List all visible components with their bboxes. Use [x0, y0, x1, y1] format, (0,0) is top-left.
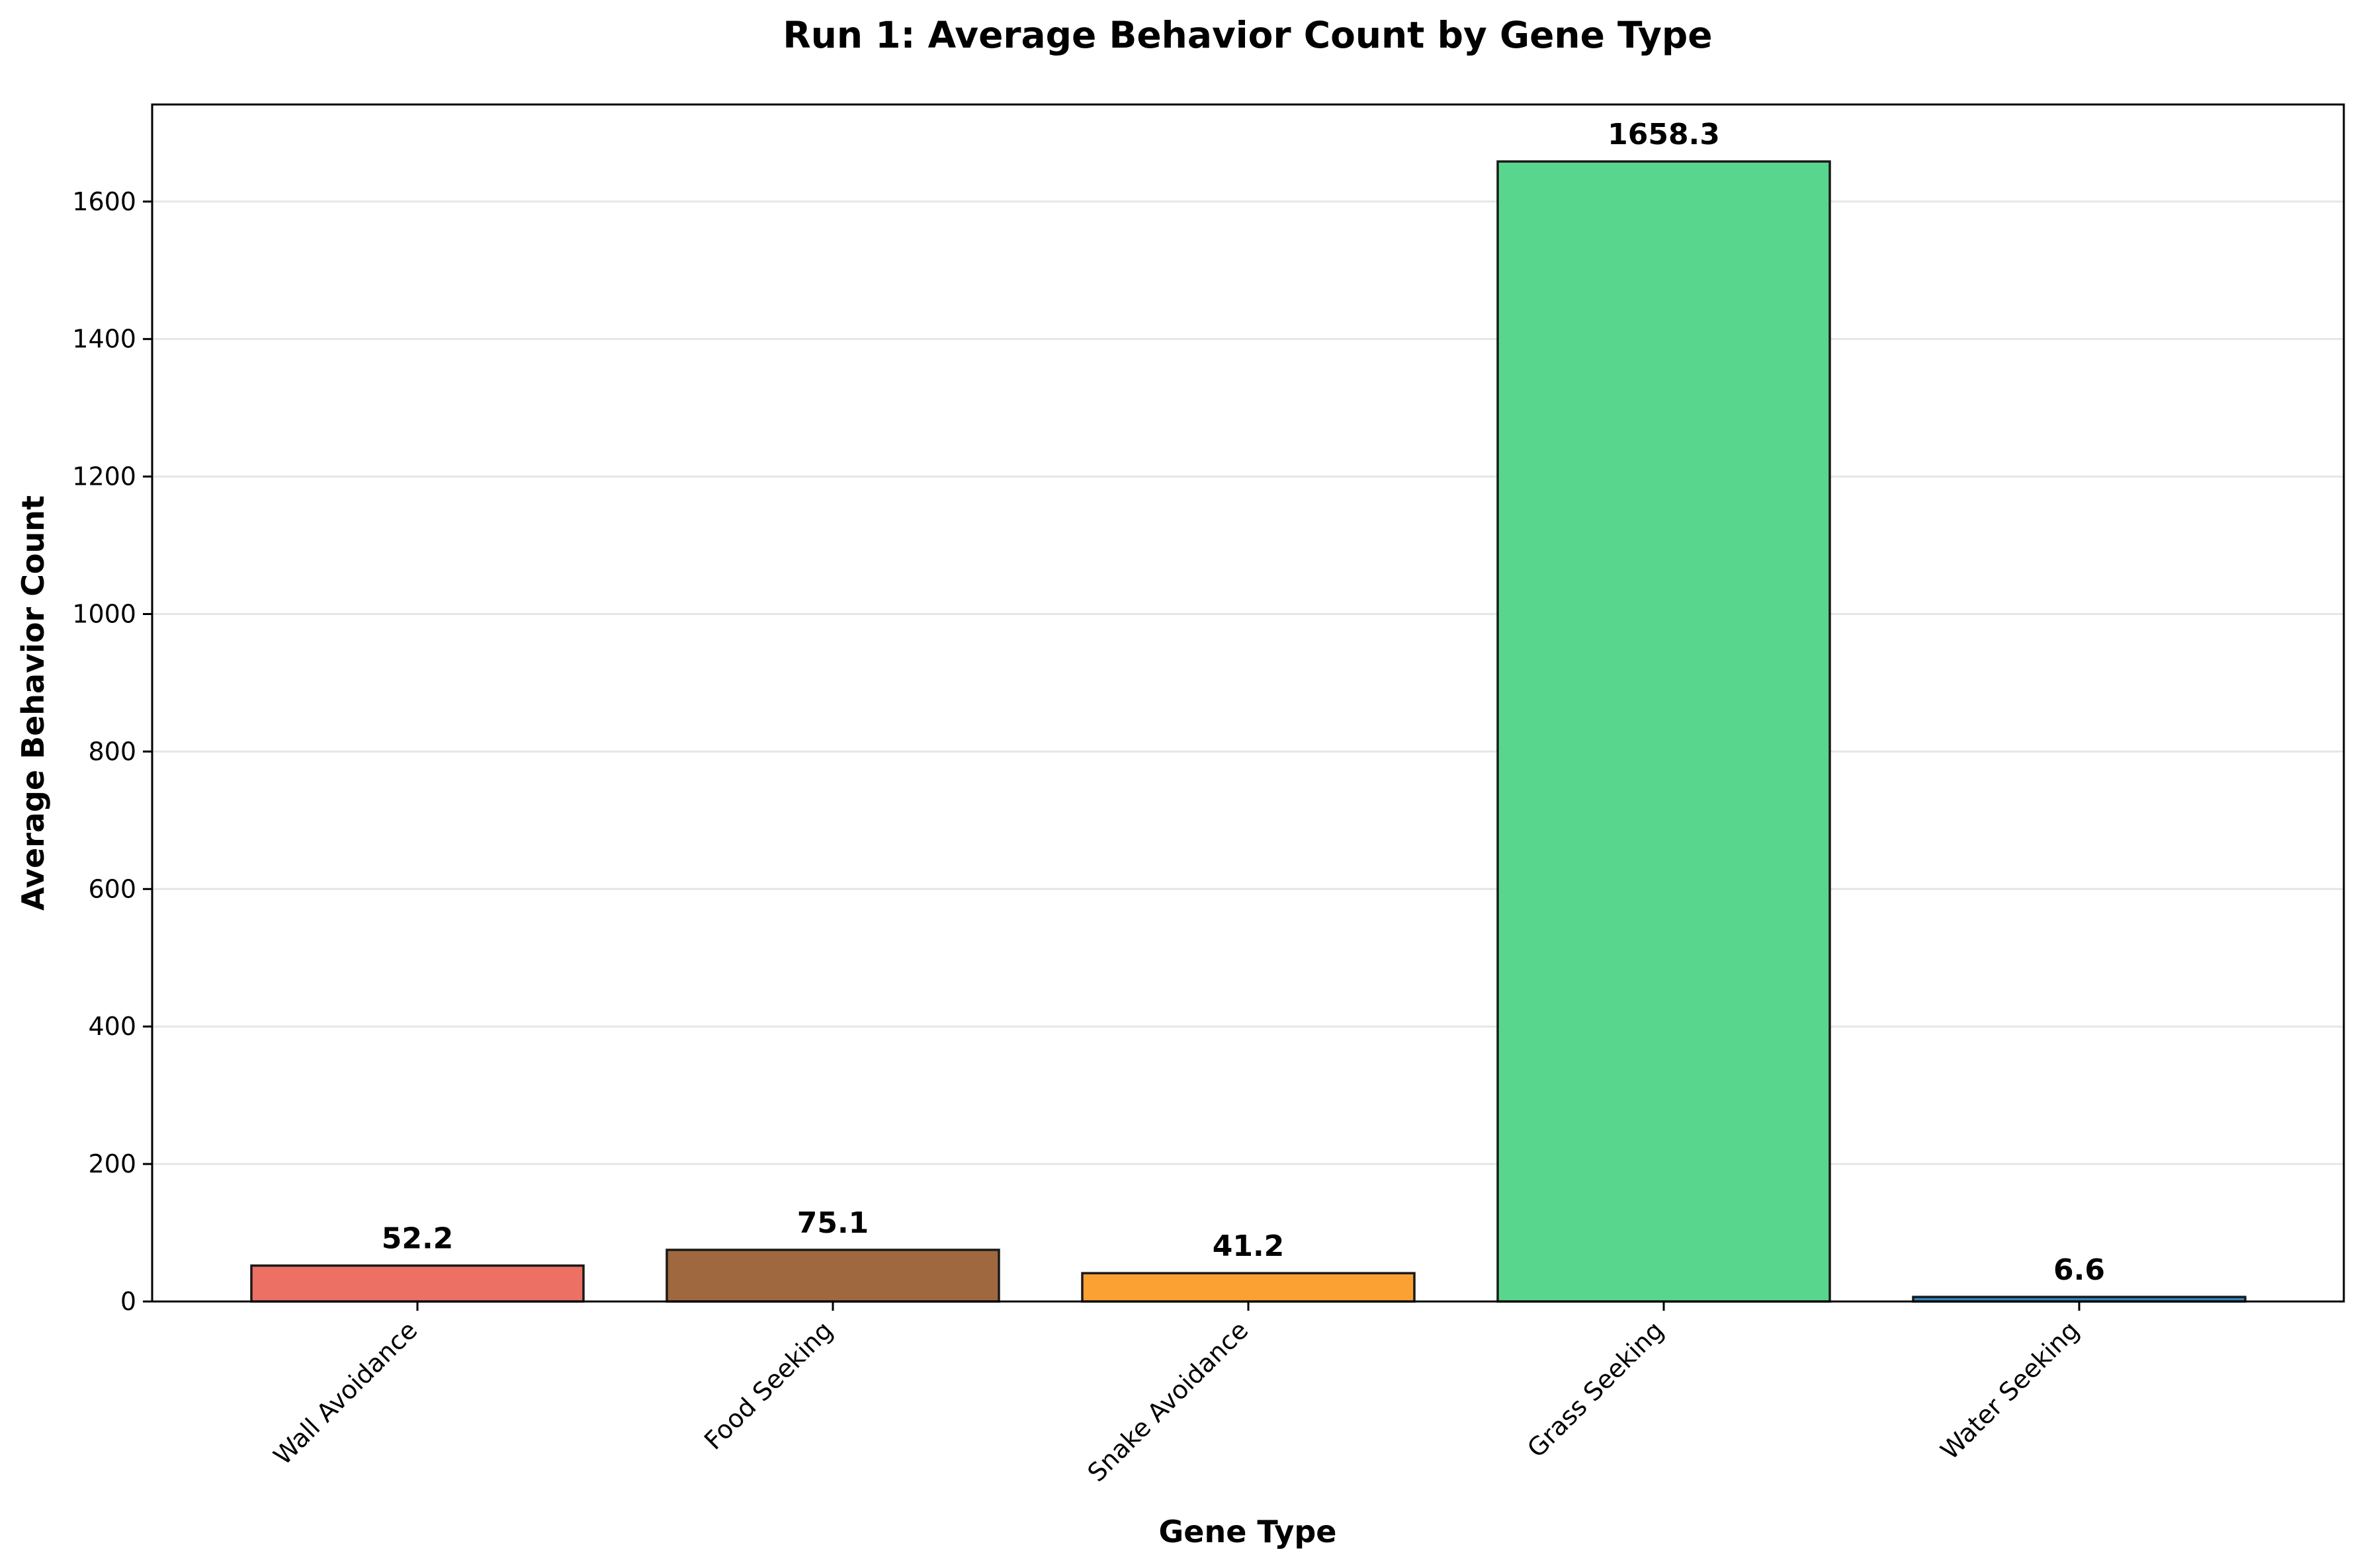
bar-value-label: 52.2 [382, 1222, 454, 1256]
y-axis-ticks: 0 200 400 600 800 1000 1200 1400 1600 [72, 187, 152, 1316]
chart-title: Run 1: Average Behavior Count by Gene Ty… [783, 14, 1712, 56]
y-tick-label: 1600 [72, 187, 136, 216]
bar-value-label: 41.2 [1213, 1229, 1285, 1263]
bar [1496, 160, 1831, 1303]
y-axis-label: Average Behavior Count [15, 495, 51, 911]
y-tick-label: 600 [88, 874, 136, 903]
bar [666, 1249, 1000, 1303]
y-tick-label: 1200 [72, 462, 136, 491]
bar-value-label: 1658.3 [1608, 118, 1720, 151]
x-axis-label: Gene Type [1159, 1514, 1337, 1549]
bars [250, 160, 2247, 1303]
bar-value-label: 6.6 [2053, 1253, 2105, 1287]
y-tick-label: 1000 [72, 599, 136, 628]
y-tick-label: 0 [120, 1287, 136, 1316]
data-labels: 52.2 75.1 41.2 1658.3 6.6 [382, 118, 2105, 1287]
y-tick-label: 400 [88, 1012, 136, 1041]
y-tick-label: 800 [88, 737, 136, 766]
bar-value-label: 75.1 [797, 1206, 869, 1240]
bar [1081, 1272, 1416, 1303]
y-tick-label: 1400 [72, 325, 136, 354]
bar [250, 1264, 585, 1303]
gridlines [152, 200, 2344, 1303]
y-tick-label: 200 [88, 1149, 136, 1178]
